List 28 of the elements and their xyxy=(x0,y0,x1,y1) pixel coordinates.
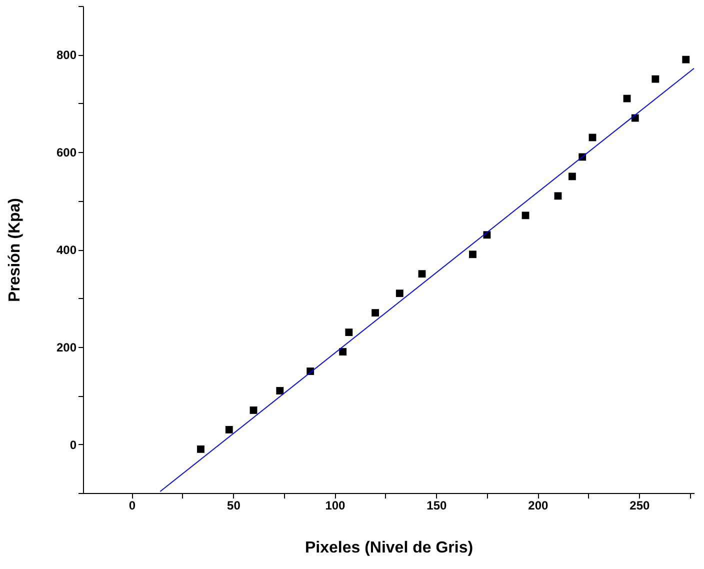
y-tick-label: 600 xyxy=(56,146,77,160)
y-axis-title: Presión (Kpa) xyxy=(6,198,24,302)
point xyxy=(225,426,233,434)
x-axis-title: Pixeles (Nivel de Gris) xyxy=(304,540,474,556)
point xyxy=(554,192,562,200)
x-tick-label: 0 xyxy=(128,498,136,512)
y-tick-label: 200 xyxy=(56,340,77,354)
point xyxy=(250,406,258,414)
point xyxy=(418,270,426,278)
point xyxy=(652,75,660,83)
x-tick-label: 200 xyxy=(528,498,549,512)
y-tick-label: 0 xyxy=(70,438,77,452)
x-tick-label: 250 xyxy=(630,498,650,512)
point xyxy=(339,348,347,356)
point xyxy=(568,172,576,180)
y-tick-label: 800 xyxy=(56,48,77,62)
point xyxy=(276,387,284,394)
point xyxy=(469,250,476,258)
x-tick-label: 50 xyxy=(227,498,241,512)
point xyxy=(345,328,353,336)
point xyxy=(396,290,404,298)
point xyxy=(682,56,690,64)
y-tick-label: 400 xyxy=(56,243,77,257)
point xyxy=(197,445,204,453)
point xyxy=(372,309,380,317)
x-tick-label: 100 xyxy=(325,498,346,512)
point xyxy=(522,212,530,220)
x-tick-label: 150 xyxy=(426,498,448,512)
